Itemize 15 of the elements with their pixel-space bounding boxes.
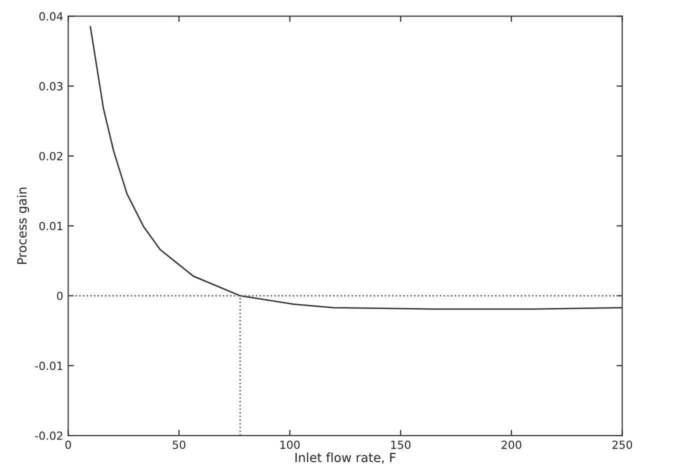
x-tick-label: 150 [391, 440, 410, 449]
x-axis-title: Inlet flow rate, F [296, 452, 396, 464]
y-tick-label: 0.02 [39, 152, 62, 160]
y-tick-label: 0.01 [39, 222, 62, 230]
x-tick-label: 200 [502, 440, 522, 449]
y-tick-label: -0.01 [35, 362, 62, 370]
y-tick-label: 0.03 [39, 82, 62, 90]
y-tick-label: -0.02 [35, 432, 62, 440]
x-tick-label: 250 [612, 440, 632, 449]
x-tick-label: 0 [65, 440, 72, 449]
x-tick-label: 100 [280, 440, 300, 449]
y-axis-title: Process gain [16, 188, 30, 264]
x-tick-label: 50 [172, 440, 186, 449]
y-tick-label: 0.04 [39, 12, 63, 21]
y-tick-label: 0 [57, 292, 63, 300]
